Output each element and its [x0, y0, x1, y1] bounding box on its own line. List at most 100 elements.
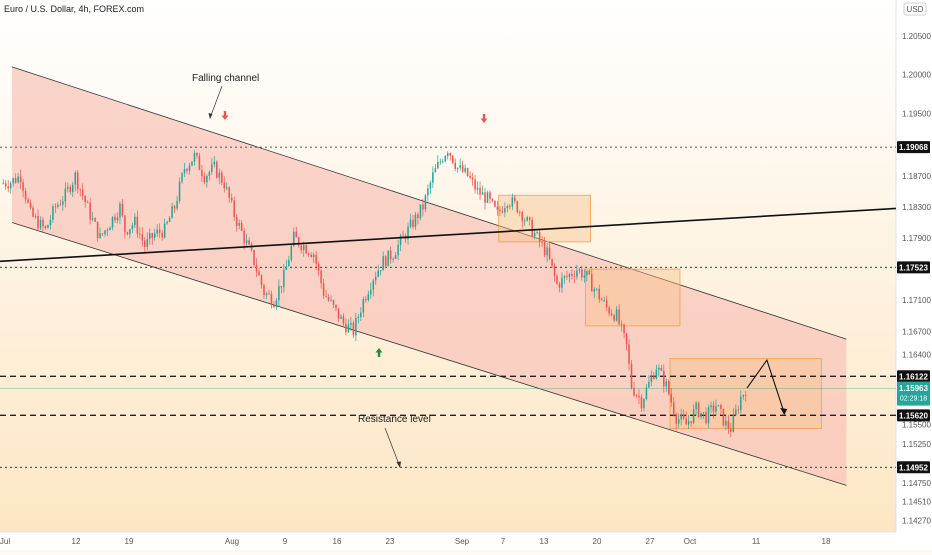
candle-body[interactable] — [687, 421, 690, 425]
candle-body[interactable] — [243, 230, 245, 244]
candle-body[interactable] — [104, 230, 106, 235]
candle-body[interactable] — [121, 203, 124, 216]
candle-body[interactable] — [536, 232, 538, 234]
candle-body[interactable] — [519, 212, 521, 213]
candle-body[interactable] — [605, 300, 608, 308]
candle-body[interactable] — [409, 219, 412, 227]
candle-body[interactable] — [39, 219, 42, 229]
candle-body[interactable] — [86, 202, 89, 203]
candle-body[interactable] — [332, 300, 335, 305]
candle-body[interactable] — [491, 198, 494, 202]
candle-body[interactable] — [49, 219, 52, 226]
candle-body[interactable] — [265, 293, 268, 296]
candle-body[interactable] — [600, 299, 603, 301]
candle-body[interactable] — [62, 201, 64, 205]
candle-body[interactable] — [528, 217, 531, 220]
candle-body[interactable] — [392, 258, 394, 260]
candle-body[interactable] — [469, 176, 471, 178]
candle-body[interactable] — [74, 172, 77, 185]
candle-body[interactable] — [233, 200, 235, 217]
candle-body[interactable] — [685, 418, 687, 425]
candle-body[interactable] — [645, 387, 648, 400]
candle-body[interactable] — [275, 300, 278, 308]
candle-body[interactable] — [541, 241, 543, 243]
candle-body[interactable] — [516, 201, 519, 213]
candle-body[interactable] — [479, 187, 481, 195]
candle-body[interactable] — [59, 204, 62, 206]
candle-body[interactable] — [166, 221, 168, 224]
candle-body[interactable] — [76, 172, 79, 190]
candle-body[interactable] — [461, 165, 464, 172]
candle-body[interactable] — [501, 211, 504, 213]
candle-body[interactable] — [225, 187, 228, 189]
price-level-tag[interactable] — [897, 261, 930, 274]
candle-body[interactable] — [437, 162, 439, 169]
candle-body[interactable] — [556, 275, 558, 284]
candle-body[interactable] — [523, 220, 526, 222]
candle-body[interactable] — [568, 274, 571, 277]
candle-body[interactable] — [504, 208, 506, 213]
candle-body[interactable] — [342, 316, 345, 324]
candle-body[interactable] — [29, 202, 32, 208]
candle-body[interactable] — [24, 190, 27, 200]
price-level-tag[interactable] — [897, 461, 930, 474]
candle-body[interactable] — [240, 222, 243, 231]
candle-body[interactable] — [206, 176, 208, 183]
candle-body[interactable] — [283, 269, 285, 288]
candle-body[interactable] — [707, 407, 710, 424]
candle-body[interactable] — [692, 409, 695, 423]
candle-body[interactable] — [126, 232, 129, 235]
candle-body[interactable] — [576, 270, 578, 277]
candle-body[interactable] — [216, 161, 218, 178]
candle-body[interactable] — [221, 172, 223, 183]
candle-body[interactable] — [374, 276, 377, 281]
candle-body[interactable] — [89, 202, 91, 220]
candle-body[interactable] — [134, 216, 136, 226]
candle-body[interactable] — [312, 254, 315, 258]
candle-body[interactable] — [486, 192, 489, 203]
candle-body[interactable] — [712, 405, 715, 412]
candle-body[interactable] — [387, 250, 389, 267]
candle-body[interactable] — [412, 219, 414, 227]
candle-body[interactable] — [720, 405, 722, 409]
candle-body[interactable] — [111, 216, 114, 228]
candle-body[interactable] — [700, 412, 702, 418]
candle-body[interactable] — [106, 230, 109, 231]
candle-body[interactable] — [362, 298, 365, 313]
candle-body[interactable] — [717, 405, 720, 407]
candle-body[interactable] — [419, 204, 422, 219]
candle-body[interactable] — [163, 223, 166, 238]
candle-body[interactable] — [196, 152, 198, 156]
candle-body[interactable] — [427, 188, 429, 196]
candle-body[interactable] — [710, 405, 712, 408]
candle-body[interactable] — [297, 237, 300, 246]
candle-body[interactable] — [335, 304, 337, 309]
candle-body[interactable] — [367, 294, 370, 301]
candle-body[interactable] — [702, 412, 705, 413]
candle-body[interactable] — [618, 309, 620, 324]
candle-body[interactable] — [732, 414, 735, 432]
candle-body[interactable] — [84, 195, 86, 203]
candle-body[interactable] — [9, 183, 12, 189]
candle-body[interactable] — [744, 395, 747, 396]
candle-body[interactable] — [119, 203, 121, 218]
candle-body[interactable] — [116, 217, 119, 221]
channel-upper-line[interactable] — [11, 66, 847, 340]
candle-body[interactable] — [573, 275, 576, 277]
candle-body[interactable] — [561, 277, 563, 288]
candle-body[interactable] — [474, 179, 476, 190]
candle-body[interactable] — [658, 367, 660, 370]
candle-body[interactable] — [91, 218, 94, 220]
price-level-tag[interactable] — [897, 409, 930, 422]
candle-body[interactable] — [623, 324, 625, 334]
candle-body[interactable] — [295, 231, 298, 238]
candle-body[interactable] — [203, 176, 206, 183]
candle-body[interactable] — [648, 381, 650, 388]
price-level-tag[interactable] — [897, 141, 930, 154]
candle-body[interactable] — [384, 256, 387, 267]
candle-body[interactable] — [543, 242, 546, 256]
candle-body[interactable] — [484, 192, 486, 203]
candle-body[interactable] — [188, 165, 191, 171]
candle-body[interactable] — [158, 229, 161, 233]
candle-body[interactable] — [514, 197, 516, 202]
